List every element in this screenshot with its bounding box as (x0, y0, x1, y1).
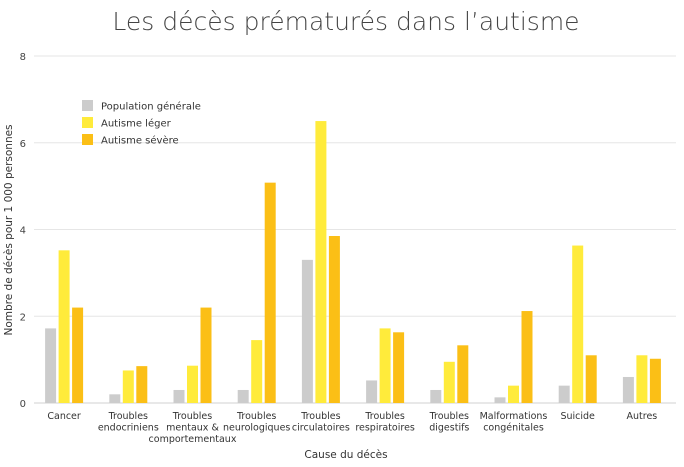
bar-3-3 (200, 307, 212, 403)
x-category-line: comportementaux (149, 434, 237, 445)
x-category-label: Suicide (560, 411, 595, 422)
x-category-label: Troubles endocriniens (98, 411, 159, 434)
x-category-label: Malformations congénitales (480, 411, 548, 434)
legend-label: Population générale (101, 101, 201, 113)
x-category-line: Troubles (172, 411, 212, 422)
bar-2-1 (58, 250, 70, 403)
bar-2-5 (315, 121, 327, 403)
bar-2-3 (187, 365, 198, 403)
x-axis-label: Cause du décès (304, 449, 387, 461)
bar-2-9 (572, 245, 584, 403)
x-category-label: Troubles circulatoires (292, 411, 350, 434)
bar-2-6 (379, 328, 391, 403)
y-axis-ticks: 0 2 4 6 8 (20, 52, 26, 410)
legend-label: Autisme léger (101, 118, 172, 130)
bar-1-3 (173, 389, 185, 403)
bar-1-8 (494, 397, 506, 403)
x-category-line: digestifs (429, 423, 469, 434)
bar-2-8 (508, 385, 519, 403)
x-category-line: Troubles (429, 411, 469, 422)
x-category-line: Autres (627, 411, 658, 422)
y-tick-label: 0 (20, 399, 26, 410)
y-tick-label: 2 (20, 312, 26, 323)
x-category-line: congénitales (483, 423, 544, 434)
bar-1-5 (301, 259, 313, 403)
bar-1-10 (622, 376, 634, 403)
x-category-label: Troubles neurologiques (223, 411, 290, 434)
legend-swatch (82, 100, 93, 111)
bar-1-1 (45, 328, 57, 403)
x-category-line: Suicide (560, 411, 595, 422)
x-category-label: Cancer (47, 411, 81, 422)
bar-2-7 (443, 361, 455, 403)
bar-3-7 (457, 345, 469, 403)
x-category-line: Cancer (47, 411, 81, 422)
x-category-line: neurologiques (223, 423, 290, 434)
bar-2-2 (122, 370, 134, 403)
x-category-label: Troubles respiratoires (355, 411, 415, 434)
bar-1-4 (237, 389, 249, 403)
x-category-label: Troubles digestifs (429, 411, 470, 434)
x-category-label: Autres (627, 411, 658, 422)
x-category-line: endocriniens (98, 423, 159, 434)
bars (45, 121, 661, 403)
bar-3-10 (649, 358, 661, 403)
x-category-label: Troubles mentaux & comportementaux (149, 411, 237, 445)
x-category-line: Troubles (236, 411, 276, 422)
bar-3-8 (521, 311, 533, 403)
legend-swatch (82, 117, 93, 128)
bar-3-1 (72, 307, 84, 403)
bar-2-4 (251, 340, 263, 403)
bar-2-10 (636, 355, 648, 403)
bar-3-6 (393, 332, 405, 403)
x-category-line: Troubles (300, 411, 340, 422)
x-category-line: mentaux & (166, 423, 219, 434)
y-tick-label: 6 (20, 139, 26, 150)
x-category-line: circulatoires (292, 423, 350, 434)
x-category-line: respiratoires (355, 423, 415, 434)
x-category-line: Malformations (480, 411, 548, 422)
bar-1-9 (558, 385, 570, 403)
y-axis-label: Nombre de décès pour 1 000 personnes (3, 124, 15, 335)
legend-label: Autisme sévère (101, 135, 179, 147)
y-tick-label: 4 (20, 226, 26, 237)
bar-3-9 (585, 355, 597, 403)
x-category-line: Troubles (108, 411, 148, 422)
legend-swatch (82, 134, 93, 145)
bar-3-5 (328, 236, 340, 403)
legend: Population générale Autisme léger Autisme … (82, 100, 201, 147)
bar-1-2 (109, 394, 121, 403)
bar-1-7 (430, 389, 442, 403)
bar-3-2 (136, 366, 148, 403)
chart-title: Les décès prématurés dans l’autisme (112, 7, 579, 36)
bar-1-6 (366, 380, 378, 403)
x-category-line: Troubles (364, 411, 404, 422)
y-tick-label: 8 (20, 52, 26, 63)
bar-3-4 (264, 182, 276, 403)
